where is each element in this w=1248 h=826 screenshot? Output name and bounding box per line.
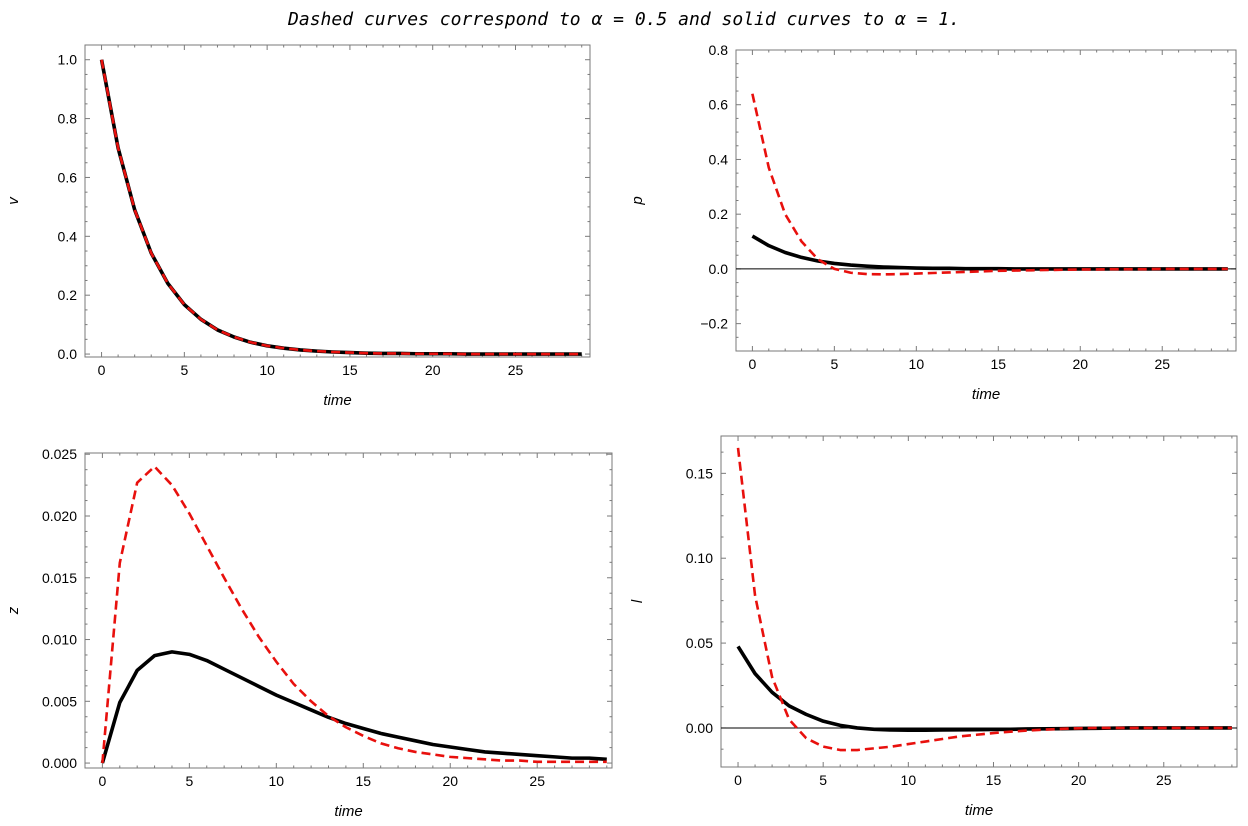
plot-frame bbox=[735, 49, 1237, 352]
x-axis-label: time bbox=[334, 803, 362, 820]
y-tick-label: 0.6 bbox=[58, 169, 78, 185]
y-tick-label: 0.0 bbox=[58, 346, 78, 362]
plot-frame bbox=[84, 44, 591, 358]
x-tick-label: 5 bbox=[180, 362, 188, 378]
x-tick-label: 0 bbox=[748, 356, 756, 372]
x-tick-label: 15 bbox=[986, 772, 1002, 788]
x-tick-label: 20 bbox=[425, 362, 441, 378]
x-tick-label: 5 bbox=[185, 773, 193, 789]
y-tick-label: 0.8 bbox=[709, 42, 729, 58]
x-axis-label: time bbox=[972, 386, 1000, 403]
y-tick-label: 0.2 bbox=[58, 287, 78, 303]
x-tick-label: 25 bbox=[529, 773, 545, 789]
series-line-dashed bbox=[751, 93, 1228, 276]
y-tick-label: 0.6 bbox=[709, 97, 729, 113]
y-tick-label: 0.015 bbox=[42, 570, 77, 586]
y-tick-label: 0.020 bbox=[42, 508, 77, 524]
x-tick-label: 20 bbox=[1071, 772, 1087, 788]
x-tick-label: 25 bbox=[1154, 356, 1170, 372]
y-tick-label: 0.10 bbox=[686, 550, 713, 566]
y-tick-label: 0.15 bbox=[686, 465, 713, 481]
x-tick-label: 0 bbox=[98, 362, 106, 378]
y-axis-label: z bbox=[5, 606, 22, 615]
y-tick-label: 0.05 bbox=[686, 635, 713, 651]
series-line-solid bbox=[100, 650, 607, 764]
y-axis-label: l bbox=[629, 599, 646, 603]
y-tick-label: 0.010 bbox=[42, 632, 77, 648]
y-tick-label: 0.2 bbox=[709, 206, 729, 222]
chart-panel-p: 0 5 10 15 20 25 −0.2 0.0 0.2 0.4 0.6 0.8 time p bbox=[629, 42, 1237, 403]
y-axis-label: v bbox=[5, 196, 22, 205]
y-tick-label: −0.2 bbox=[700, 316, 728, 332]
y-tick-label: 0.025 bbox=[42, 446, 77, 462]
plot-frame bbox=[720, 435, 1238, 768]
chart-panel-z: 0 5 10 15 20 25 0.000 0.005 0.010 0.015 0.020 0.025… bbox=[5, 446, 613, 820]
y-tick-label: 0.005 bbox=[42, 693, 77, 709]
x-axis-label: time bbox=[965, 802, 993, 819]
series-line-dashed bbox=[736, 447, 1232, 752]
chart-panel-l: 0 5 10 15 20 25 0.00 0.05 0.10 0.15 time l bbox=[629, 435, 1238, 819]
series-line-dashed bbox=[101, 465, 607, 764]
y-tick-label: 0.4 bbox=[709, 151, 729, 167]
x-tick-label: 10 bbox=[259, 362, 275, 378]
figure-caption: Dashed curves correspond to α = 0.5 and … bbox=[288, 9, 960, 30]
series-line-solid bbox=[751, 234, 1228, 271]
series-line-dashed bbox=[100, 59, 582, 356]
y-tick-label: 0.0 bbox=[709, 261, 729, 277]
y-axis-label: p bbox=[629, 196, 646, 205]
x-tick-label: 25 bbox=[508, 362, 524, 378]
series-line-solid bbox=[99, 59, 582, 356]
x-tick-label: 15 bbox=[342, 362, 358, 378]
chart-panel-v: 0 5 10 15 20 25 0.0 0.2 0.4 0.6 0.8 1.0 time v bbox=[5, 44, 591, 409]
x-tick-label: 20 bbox=[442, 773, 458, 789]
x-tick-label: 15 bbox=[355, 773, 371, 789]
y-tick-label: 0.8 bbox=[58, 111, 78, 127]
x-tick-label: 25 bbox=[1156, 772, 1172, 788]
y-tick-label: 0.4 bbox=[58, 228, 78, 244]
x-tick-label: 5 bbox=[830, 356, 838, 372]
x-axis-label: time bbox=[323, 392, 351, 409]
x-tick-label: 10 bbox=[901, 772, 917, 788]
x-tick-label: 10 bbox=[269, 773, 285, 789]
y-tick-label: 0.00 bbox=[686, 720, 713, 736]
x-tick-label: 10 bbox=[909, 356, 925, 372]
x-tick-label: 15 bbox=[991, 356, 1007, 372]
plot-frame bbox=[84, 452, 613, 769]
y-tick-label: 0.000 bbox=[42, 755, 77, 771]
series-line-solid bbox=[736, 645, 1232, 732]
x-tick-label: 0 bbox=[98, 773, 106, 789]
x-tick-label: 20 bbox=[1072, 356, 1088, 372]
y-tick-label: 1.0 bbox=[58, 52, 78, 68]
x-tick-label: 0 bbox=[734, 772, 742, 788]
x-tick-label: 5 bbox=[819, 772, 827, 788]
